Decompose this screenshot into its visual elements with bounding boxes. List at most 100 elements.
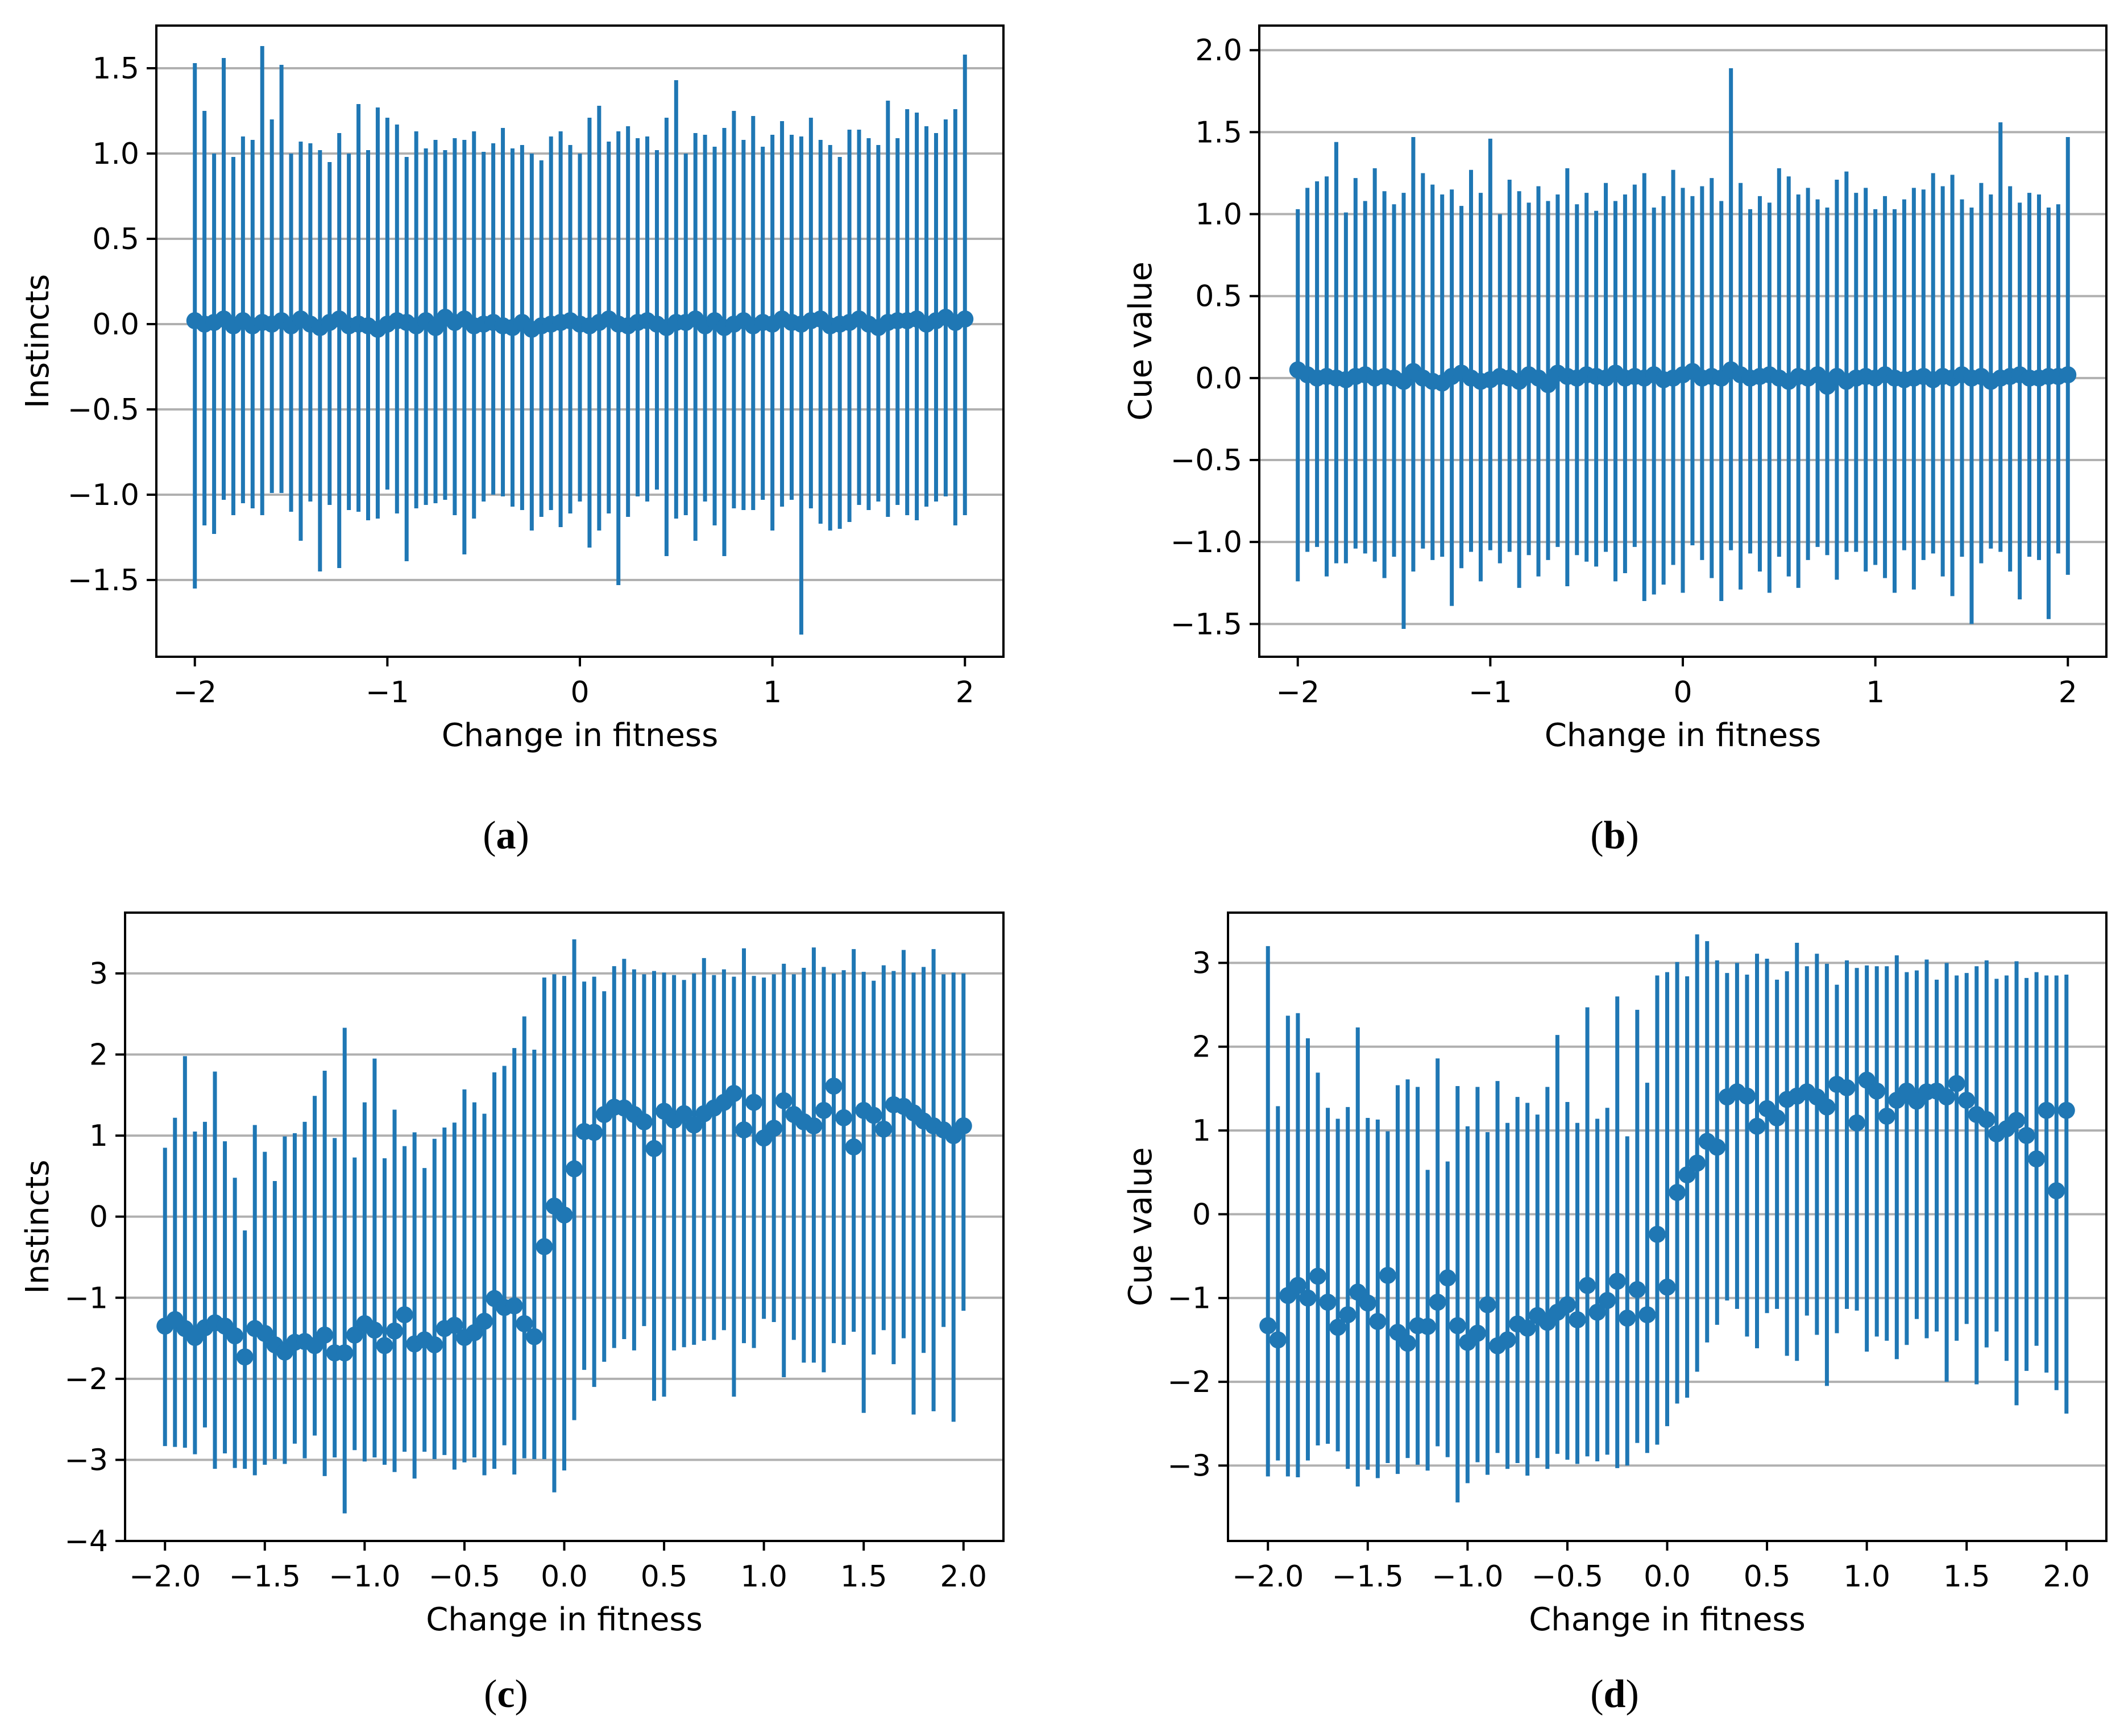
data-point bbox=[1499, 1331, 1516, 1349]
data-point bbox=[1978, 1111, 1996, 1128]
data-point bbox=[955, 1117, 972, 1134]
y-tick-label: −4 bbox=[64, 1524, 108, 1559]
x-tick-label: 1.0 bbox=[740, 1560, 787, 1594]
data-point bbox=[1628, 1281, 1646, 1298]
data-point bbox=[426, 1336, 443, 1353]
data-point bbox=[1389, 1324, 1407, 1341]
x-tick-label: −1 bbox=[366, 676, 409, 710]
data-point bbox=[1818, 1098, 1836, 1116]
data-point bbox=[805, 1117, 823, 1134]
data-point bbox=[2048, 1182, 2065, 1200]
data-point bbox=[1419, 1317, 1437, 1335]
x-tick-label: 1.5 bbox=[1943, 1560, 1990, 1594]
x-tick-label: 1 bbox=[763, 676, 782, 710]
data-point bbox=[505, 1297, 523, 1315]
y-tick-label: −1.5 bbox=[68, 564, 139, 598]
data-point bbox=[376, 1337, 393, 1354]
data-point bbox=[2038, 1101, 2055, 1119]
x-tick-label: −0.5 bbox=[1532, 1560, 1603, 1594]
x-tick-label: 1.5 bbox=[840, 1560, 887, 1594]
y-tick-label: −1.5 bbox=[1171, 607, 1242, 641]
y-tick-label: 2 bbox=[1192, 1030, 1211, 1064]
data-point bbox=[1838, 1079, 1856, 1096]
y-tick-label: 0 bbox=[89, 1200, 108, 1234]
data-point bbox=[2007, 1112, 2025, 1129]
data-point bbox=[1309, 1267, 1327, 1285]
data-point bbox=[1768, 1109, 1786, 1126]
data-point bbox=[1359, 1294, 1376, 1312]
data-point bbox=[536, 1238, 553, 1256]
data-point bbox=[2057, 1101, 2075, 1119]
y-tick-label: 1.0 bbox=[1195, 198, 1242, 232]
data-point bbox=[396, 1306, 413, 1324]
data-point bbox=[1669, 1184, 1686, 1201]
data-point bbox=[865, 1107, 882, 1124]
x-tick-label: 0.5 bbox=[1744, 1560, 1791, 1594]
y-tick-label: 0.5 bbox=[1195, 280, 1242, 314]
data-point bbox=[685, 1116, 703, 1134]
y-tick-label: −1 bbox=[1167, 1282, 1211, 1316]
x-tick-label: 2.0 bbox=[940, 1560, 987, 1594]
y-tick-label: −1.0 bbox=[1171, 525, 1242, 560]
data-point bbox=[1848, 1114, 1866, 1132]
data-point bbox=[1958, 1092, 1976, 1109]
y-tick-label: 1 bbox=[89, 1119, 108, 1153]
y-axis-label: Cue value bbox=[1122, 262, 1159, 421]
data-point bbox=[835, 1109, 853, 1126]
x-tick-label: 0 bbox=[1673, 676, 1692, 710]
data-point bbox=[1519, 1319, 1536, 1337]
data-point bbox=[1319, 1294, 1337, 1311]
y-tick-label: 1.5 bbox=[92, 52, 139, 86]
data-point bbox=[1449, 1317, 1466, 1335]
data-point bbox=[566, 1160, 583, 1178]
data-point bbox=[525, 1328, 543, 1345]
y-tick-label: −3 bbox=[1167, 1449, 1211, 1483]
x-tick-label: −2.0 bbox=[1232, 1560, 1304, 1594]
data-point bbox=[236, 1348, 254, 1366]
x-tick-label: 0 bbox=[570, 676, 589, 710]
data-point bbox=[226, 1327, 244, 1345]
y-tick-label: 0.5 bbox=[92, 222, 139, 256]
data-point bbox=[845, 1138, 862, 1156]
x-tick-label: −2.0 bbox=[129, 1560, 201, 1594]
data-point bbox=[1369, 1312, 1387, 1330]
y-tick-label: 0.0 bbox=[1195, 362, 1242, 396]
x-tick-label: −0.5 bbox=[429, 1560, 500, 1594]
x-tick-label: −1.5 bbox=[1332, 1560, 1404, 1594]
data-point bbox=[1648, 1225, 1666, 1243]
y-axis-label: Instincts bbox=[19, 1159, 56, 1294]
data-point bbox=[336, 1344, 354, 1362]
data-point bbox=[1619, 1310, 1636, 1327]
data-point bbox=[645, 1140, 663, 1157]
y-tick-label: −1.0 bbox=[68, 478, 139, 512]
y-tick-label: 3 bbox=[89, 957, 108, 991]
data-point bbox=[1748, 1117, 1766, 1135]
data-point bbox=[1539, 376, 1557, 393]
data-point bbox=[446, 1316, 463, 1334]
x-tick-label: −1.0 bbox=[1432, 1560, 1503, 1594]
x-tick-label: 0.5 bbox=[641, 1560, 688, 1594]
data-point bbox=[675, 1105, 693, 1122]
y-tick-label: −3 bbox=[64, 1443, 108, 1477]
data-point bbox=[815, 1101, 832, 1119]
data-point bbox=[1938, 1088, 1956, 1106]
y-tick-label: 0 bbox=[1192, 1198, 1211, 1232]
x-tick-label: 1.0 bbox=[1843, 1560, 1890, 1594]
data-point bbox=[516, 1315, 533, 1332]
data-point bbox=[2018, 1126, 2035, 1144]
y-tick-label: 3 bbox=[1192, 946, 1211, 980]
data-point bbox=[1689, 1154, 1706, 1172]
caption-b: (b) bbox=[1590, 814, 1639, 857]
y-tick-label: 2 bbox=[89, 1038, 108, 1072]
data-point bbox=[745, 1093, 763, 1111]
x-tick-label: −1 bbox=[1468, 676, 1512, 710]
data-point bbox=[2028, 1150, 2046, 1168]
data-point bbox=[346, 1326, 363, 1344]
x-axis-label: Change in fitness bbox=[1529, 1601, 1806, 1638]
data-point bbox=[1399, 1335, 1417, 1352]
data-point bbox=[725, 1084, 742, 1102]
data-point bbox=[1379, 1266, 1396, 1284]
data-point bbox=[1259, 1317, 1277, 1335]
x-tick-label: 2 bbox=[2059, 676, 2077, 710]
data-point bbox=[1878, 1108, 1895, 1125]
